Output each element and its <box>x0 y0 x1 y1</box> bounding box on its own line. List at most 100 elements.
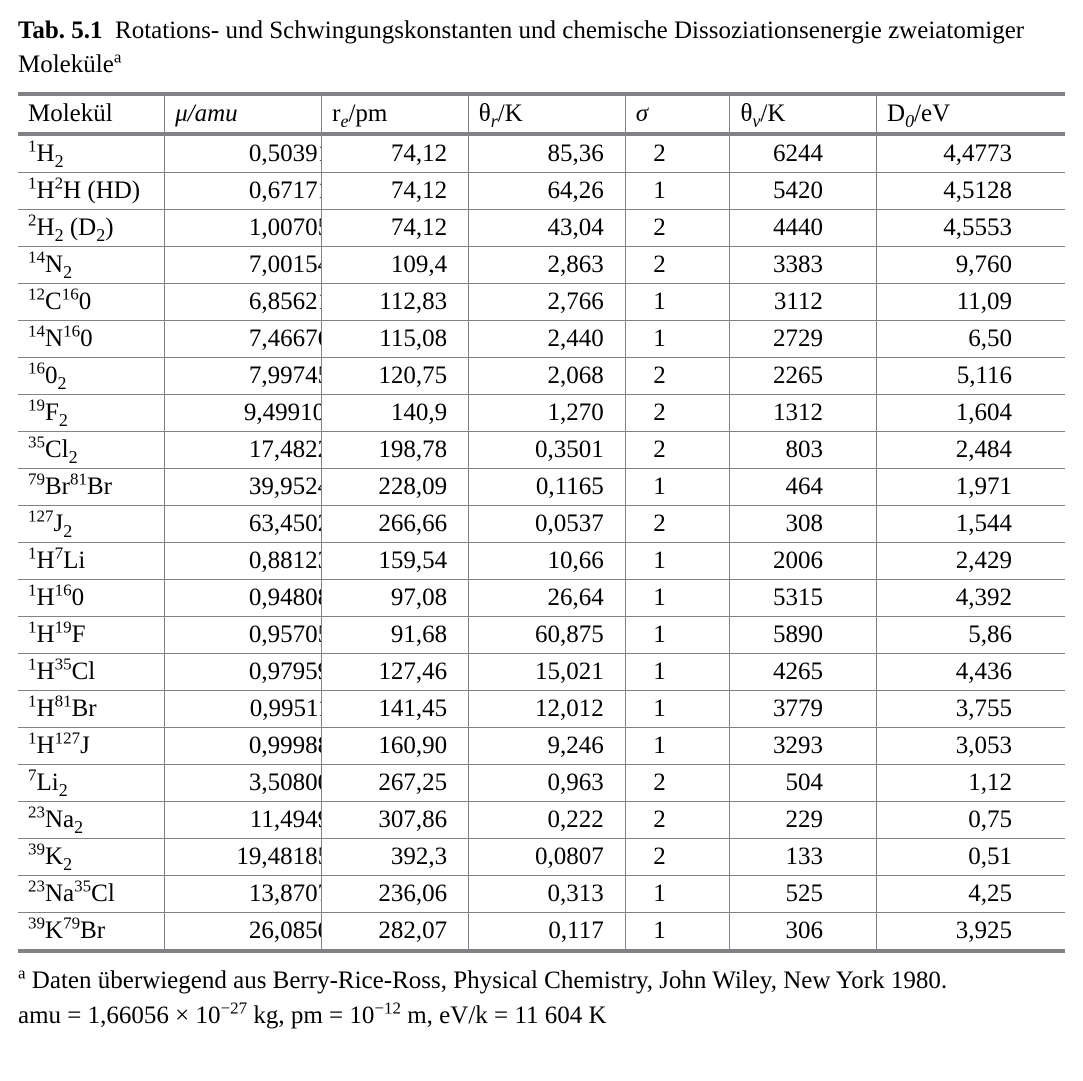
cell-d0-value: 4,5553 <box>887 214 1012 242</box>
cell-mol: 1H81Br <box>18 690 165 727</box>
cell-mu-value: 0,95705 <box>175 621 322 649</box>
cell-mu: 0,99511 <box>165 690 322 727</box>
cell-sigma: 2 <box>625 357 730 394</box>
cell-re: 97,08 <box>322 579 469 616</box>
cell-sigma: 1 <box>625 320 730 357</box>
cell-d0: 3,755 <box>877 690 1065 727</box>
cell-d0-value: 4,5128 <box>887 177 1012 205</box>
cell-sigma: 1 <box>625 468 730 505</box>
cell-sigma: 1 <box>625 579 730 616</box>
cell-mu: 7,00154 <box>165 246 322 283</box>
cell-thr: 2,440 <box>468 320 625 357</box>
cell-d0: 11,09 <box>877 283 1065 320</box>
cell-thr: 0,313 <box>468 875 625 912</box>
cell-sigma: 1 <box>625 653 730 690</box>
cell-thr-value: 0,117 <box>479 917 604 945</box>
cell-thr: 15,021 <box>468 653 625 690</box>
table-row: 127J263,4502266,660,053723081,544 <box>18 505 1065 542</box>
cell-thr-value: 0,0807 <box>479 843 604 871</box>
cell-d0-value: 5,116 <box>887 362 1012 390</box>
table-header-row: Molekül μ/amu re/pm θr/K σ θv/K D0/eV <box>18 94 1065 134</box>
cell-re: 160,90 <box>322 727 469 764</box>
cell-thv-value: 308 <box>740 510 823 538</box>
cell-thv: 229 <box>730 801 877 838</box>
cell-re: 109,4 <box>322 246 469 283</box>
cell-thr-value: 60,875 <box>479 621 604 649</box>
cell-thv-value: 3779 <box>740 695 823 723</box>
cell-d0: 3,925 <box>877 912 1065 951</box>
cell-thr-value: 0,0537 <box>479 510 604 538</box>
cell-re: 307,86 <box>322 801 469 838</box>
cell-sigma-value: 1 <box>636 288 666 316</box>
cell-thr-value: 2,440 <box>479 325 604 353</box>
cell-re-value: 307,86 <box>332 806 447 834</box>
cell-thv: 308 <box>730 505 877 542</box>
table-row: 16027,99745120,752,068222655,116 <box>18 357 1065 394</box>
cell-mol: 1H127J <box>18 727 165 764</box>
table-row: 1H2H (HD)0,6717174,1264,26154204,5128 <box>18 172 1065 209</box>
cell-thv: 3293 <box>730 727 877 764</box>
cell-thv-value: 5420 <box>740 177 823 205</box>
cell-thv: 2729 <box>730 320 877 357</box>
cell-thv-value: 504 <box>740 769 823 797</box>
cell-sigma-value: 1 <box>636 584 666 612</box>
cell-thv-value: 2265 <box>740 362 823 390</box>
cell-mu-value: 11,4949 <box>175 806 322 834</box>
cell-thr-value: 64,26 <box>479 177 604 205</box>
cell-mu-value: 17,4822 <box>175 436 322 464</box>
cell-mol: 12C160 <box>18 283 165 320</box>
cell-thv-value: 4265 <box>740 658 823 686</box>
cell-sigma-value: 2 <box>636 436 666 464</box>
cell-thr: 2,863 <box>468 246 625 283</box>
cell-re-value: 112,83 <box>332 288 447 316</box>
cell-sigma: 1 <box>625 875 730 912</box>
cell-re: 74,12 <box>322 209 469 246</box>
cell-thv: 1312 <box>730 394 877 431</box>
cell-mol: 1H35Cl <box>18 653 165 690</box>
cell-thr-value: 26,64 <box>479 584 604 612</box>
cell-mol: 14N2 <box>18 246 165 283</box>
cell-mol: 23Na2 <box>18 801 165 838</box>
cell-thv-value: 4440 <box>740 214 823 242</box>
cell-thr: 0,3501 <box>468 431 625 468</box>
cell-sigma: 2 <box>625 505 730 542</box>
table-row: 1H7Li0,88123159,5410,66120062,429 <box>18 542 1065 579</box>
cell-sigma: 1 <box>625 616 730 653</box>
cell-thv: 2265 <box>730 357 877 394</box>
cell-d0-value: 4,25 <box>887 880 1012 908</box>
cell-sigma-value: 1 <box>636 473 666 501</box>
cell-mu: 3,50800 <box>165 764 322 801</box>
cell-d0-value: 3,053 <box>887 732 1012 760</box>
cell-sigma: 1 <box>625 727 730 764</box>
cell-d0-value: 1,604 <box>887 399 1012 427</box>
cell-mu-value: 0,94808 <box>175 584 322 612</box>
cell-thv: 3779 <box>730 690 877 727</box>
cell-thv-value: 229 <box>740 806 823 834</box>
cell-thv: 133 <box>730 838 877 875</box>
cell-sigma: 2 <box>625 209 730 246</box>
cell-thv-value: 2729 <box>740 325 823 353</box>
cell-sigma-value: 1 <box>636 732 666 760</box>
cell-re-value: 392,3 <box>332 843 447 871</box>
table-row: 14N27,00154109,42,863233839,760 <box>18 246 1065 283</box>
cell-mu: 0,94808 <box>165 579 322 616</box>
cell-thr: 2,766 <box>468 283 625 320</box>
cell-re: 127,46 <box>322 653 469 690</box>
cell-thv: 5315 <box>730 579 877 616</box>
cell-mol: 1H19F <box>18 616 165 653</box>
cell-thv: 2006 <box>730 542 877 579</box>
cell-d0: 4,436 <box>877 653 1065 690</box>
cell-thr: 43,04 <box>468 209 625 246</box>
cell-d0: 1,12 <box>877 764 1065 801</box>
cell-sigma-value: 1 <box>636 325 666 353</box>
cell-mu-value: 39,9524 <box>175 473 322 501</box>
caption-text: Rotations- und Schwingungskonstanten und… <box>18 17 1024 78</box>
cell-d0-value: 6,50 <box>887 325 1012 353</box>
cell-sigma: 2 <box>625 134 730 173</box>
th-re: re/pm <box>322 94 469 134</box>
cell-re: 74,12 <box>322 172 469 209</box>
page: Tab. 5.1 Rotations- und Schwingungskonst… <box>0 0 1083 1053</box>
cell-thv-value: 3293 <box>740 732 823 760</box>
cell-thv-value: 525 <box>740 880 823 908</box>
footnote-mark: a <box>18 963 26 982</box>
